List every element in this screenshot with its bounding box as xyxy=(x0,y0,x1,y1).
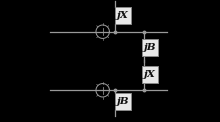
FancyBboxPatch shape xyxy=(142,66,158,83)
Text: jB: jB xyxy=(143,43,156,52)
Text: jX: jX xyxy=(144,70,156,79)
FancyBboxPatch shape xyxy=(142,39,158,56)
Text: jX: jX xyxy=(117,11,129,20)
FancyBboxPatch shape xyxy=(115,93,131,110)
FancyBboxPatch shape xyxy=(115,7,131,24)
Text: jB: jB xyxy=(117,97,129,106)
